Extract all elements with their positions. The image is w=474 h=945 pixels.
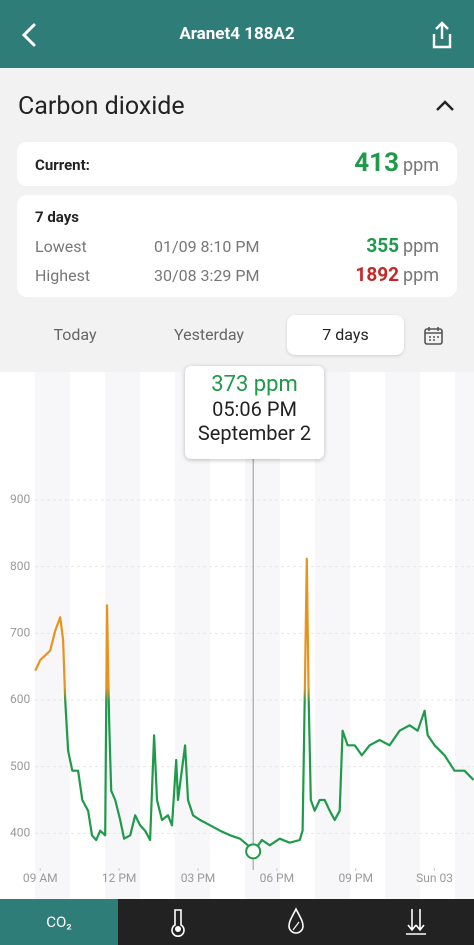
tooltip-date: September 2: [197, 421, 312, 445]
row-unit: ppm: [403, 236, 439, 257]
row-time: 30/08 3:29 PM: [154, 266, 260, 285]
y-tick-label: 400: [10, 826, 30, 840]
current-unit: ppm: [403, 155, 439, 176]
humidity-tab[interactable]: [286, 907, 306, 937]
summary-card: 7 days Lowest 01/09 8:10 PM 355 ppm Highest…: [17, 195, 457, 297]
header: Aranet4 188A2: [0, 0, 474, 68]
current-reading: 413 ppm: [354, 148, 439, 178]
row-time: 01/09 8:10 PM: [154, 237, 260, 256]
x-tick-label: 12 PM: [102, 871, 137, 885]
y-tick-label: 900: [10, 492, 30, 506]
x-tick-label: Sun 03: [416, 871, 453, 885]
current-card: Current: 413 ppm: [17, 142, 457, 186]
period-tab[interactable]: 7 days: [287, 315, 404, 355]
summary-title: 7 days: [35, 208, 79, 226]
collapse-button[interactable]: [433, 96, 457, 116]
tooltip-marker: [245, 843, 262, 860]
tooltip-time: 05:06 PM: [212, 397, 297, 421]
x-tick-label: 06 PM: [260, 871, 295, 885]
tooltip-unit: ppm: [253, 372, 298, 397]
calendar-button[interactable]: [423, 325, 445, 347]
x-tick-label: 09 AM: [23, 871, 58, 885]
y-tick-label: 800: [10, 559, 30, 573]
co2-line: [34, 557, 474, 853]
pressure-tab[interactable]: [404, 907, 428, 937]
row-value: 355: [366, 234, 400, 257]
tab-bar: CO₂: [0, 899, 474, 945]
current-value: 413: [354, 148, 400, 178]
co2-tab[interactable]: CO₂: [0, 899, 118, 945]
header-title: Aranet4 188A2: [179, 24, 295, 44]
share-button[interactable]: [429, 20, 455, 50]
row-reading: 1892 ppm: [355, 263, 439, 286]
back-button[interactable]: [20, 22, 40, 48]
row-unit: ppm: [403, 265, 439, 286]
y-tick-label: 600: [10, 692, 30, 706]
co2-chart: 400 500 600 700 800 900 09 AM 12 PM 03 PM 06 PM 09…: [10, 459, 474, 885]
x-tick-label: 03 PM: [181, 871, 216, 885]
tooltip-reading: 373 ppm: [185, 372, 324, 397]
x-tick-label: 09 PM: [338, 871, 373, 885]
section-title: Carbon dioxide: [18, 92, 185, 121]
tooltip: 373 ppm 05:06 PM September 2: [185, 366, 324, 459]
y-tick-label: 500: [10, 759, 30, 773]
tooltip-value: 373: [211, 372, 249, 397]
current-label: Current:: [35, 156, 90, 174]
period-tab[interactable]: Today: [53, 325, 97, 344]
temperature-tab[interactable]: [168, 907, 188, 937]
period-tab[interactable]: Yesterday: [173, 325, 244, 344]
chart-background: [0, 372, 474, 899]
row-label: Lowest: [35, 237, 87, 256]
row-reading: 355 ppm: [366, 234, 439, 257]
row-label: Highest: [35, 266, 91, 285]
row-value: 1892: [355, 263, 400, 286]
y-tick-label: 700: [10, 626, 30, 640]
